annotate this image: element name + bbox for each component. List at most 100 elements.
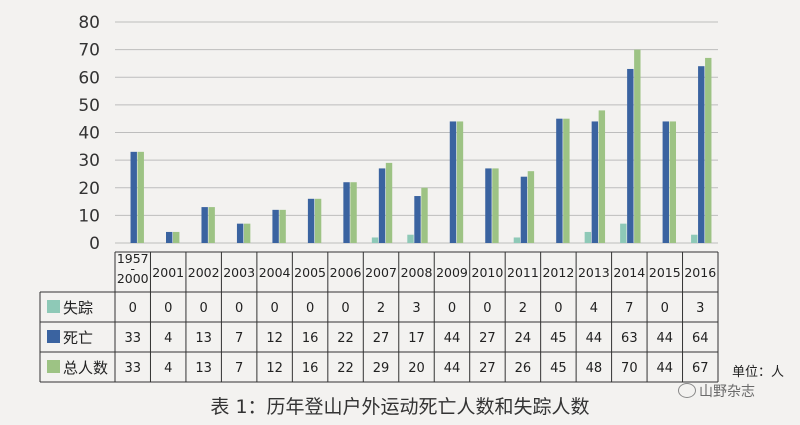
bar-5-2	[314, 198, 322, 243]
x-tick-label: 2010	[472, 265, 504, 280]
bar-12-2	[563, 118, 570, 243]
bar-4-1	[272, 209, 279, 243]
data-label: 64	[692, 331, 709, 346]
bar-6-1	[343, 182, 350, 243]
data-label: 0	[306, 301, 314, 316]
data-label: 16	[302, 331, 319, 346]
chat-bubble-icon	[678, 383, 696, 398]
y-tick-label: 20	[78, 179, 100, 199]
x-tick-label: 2002	[188, 265, 220, 280]
bar-15-1	[662, 121, 669, 243]
data-label: 4	[164, 331, 172, 346]
data-label: 63	[621, 331, 638, 346]
data-label: 0	[448, 301, 456, 316]
y-tick-label: 40	[78, 124, 100, 144]
watermark-text: 山野杂志	[699, 384, 755, 400]
bar-13-2	[598, 110, 606, 244]
data-label: 33	[124, 331, 141, 346]
bar-8-1	[414, 196, 421, 243]
bar-9-2	[456, 121, 464, 243]
legend-swatch-0	[47, 300, 60, 313]
y-tick-label: 0	[89, 234, 100, 254]
bar-10-2	[492, 168, 499, 243]
x-tick-label: 2016	[684, 265, 716, 280]
bar-14-2	[634, 49, 641, 243]
unit-label: 单位：人	[732, 365, 785, 380]
bar-3-1	[236, 223, 244, 243]
data-label: 26	[515, 361, 532, 376]
bar-5-1	[307, 198, 315, 243]
data-label: 44	[444, 361, 461, 376]
bar-1-1	[166, 231, 173, 243]
bar-13-1	[591, 121, 599, 243]
x-tick-label: 2001	[152, 265, 184, 280]
bar-9-1	[449, 121, 457, 243]
data-label: 2	[377, 301, 385, 316]
data-label: 45	[550, 331, 567, 346]
y-tick-label: 10	[78, 206, 100, 226]
bar-11-2	[527, 171, 535, 243]
data-label: 2	[519, 301, 527, 316]
data-label: 0	[235, 301, 243, 316]
bar-6-2	[350, 182, 357, 243]
data-label: 0	[483, 301, 491, 316]
legend-label: 失踪	[63, 299, 93, 317]
bar-16-2	[705, 57, 712, 243]
data-label: 27	[479, 361, 496, 376]
y-tick-label: 30	[78, 151, 100, 171]
bar-4-2	[279, 209, 286, 243]
data-label: 0	[270, 301, 278, 316]
data-label: 0	[554, 301, 562, 316]
data-label: 70	[621, 361, 638, 376]
data-label: 24	[515, 331, 532, 346]
x-tick-label: 2003	[223, 265, 255, 280]
x-tick-label: 2013	[578, 265, 610, 280]
data-label: 44	[586, 331, 603, 346]
bar-7-2	[385, 162, 393, 243]
data-label: 0	[341, 301, 349, 316]
bar-15-2	[669, 121, 676, 243]
data-label: 22	[337, 331, 354, 346]
bar-14-1	[627, 68, 634, 244]
x-tick-label: 2007	[365, 265, 397, 280]
data-label: 22	[337, 361, 354, 376]
data-label: 3	[696, 301, 704, 316]
bar-2-1	[201, 207, 208, 243]
data-label: 0	[164, 301, 172, 316]
legend-label: 死亡	[63, 329, 93, 347]
y-tick-label: 50	[78, 96, 100, 116]
bar-11-0	[513, 237, 521, 243]
data-label: 7	[235, 361, 243, 376]
bar-7-0	[371, 237, 379, 243]
data-label: 0	[200, 301, 208, 316]
data-label: 13	[195, 361, 212, 376]
bar-8-0	[407, 234, 414, 243]
data-label: 45	[550, 361, 567, 376]
data-label: 48	[586, 361, 603, 376]
legend-swatch-2	[47, 360, 60, 373]
watermark: 山野杂志	[678, 381, 755, 401]
data-label: 4	[590, 301, 598, 316]
data-label: 12	[266, 361, 283, 376]
data-label: 16	[302, 361, 319, 376]
bar-0-1	[130, 151, 137, 243]
data-label: 3	[412, 301, 420, 316]
bar-2-2	[208, 207, 215, 243]
x-tick-label: 2005	[294, 265, 326, 280]
x-tick-label: 1957 -2000	[117, 251, 149, 286]
bar-11-1	[520, 176, 528, 243]
data-label: 27	[373, 331, 390, 346]
legend-label: 总人数	[63, 359, 108, 377]
data-label: 44	[657, 361, 674, 376]
bar-8-2	[421, 187, 428, 243]
bar-14-0	[620, 223, 627, 243]
legend-swatch-1	[47, 330, 60, 343]
data-label: 44	[657, 331, 674, 346]
x-tick-label: 2012	[542, 265, 574, 280]
bar-0-2	[137, 151, 144, 243]
data-label: 4	[164, 361, 172, 376]
bar-7-1	[378, 168, 386, 243]
data-label: 29	[373, 361, 390, 376]
bar-12-1	[556, 118, 563, 243]
